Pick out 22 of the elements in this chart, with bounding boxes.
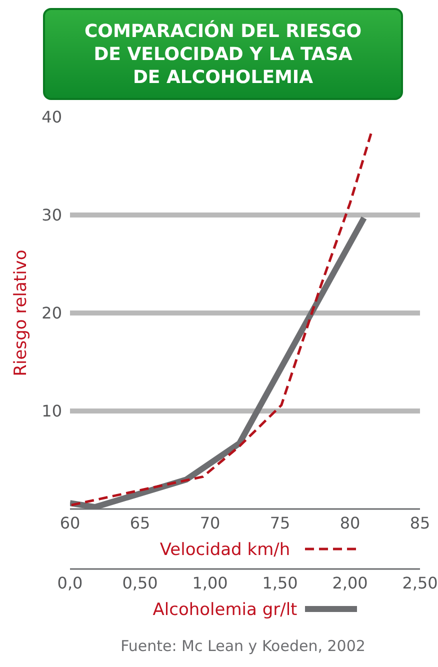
- line-series: [70, 132, 372, 506]
- x2-tick-label: 2,00: [332, 573, 368, 592]
- x2-tick-label: 0,50: [122, 573, 158, 592]
- x2-tick-label: 2,50: [402, 573, 438, 592]
- y-tick-label: 30: [42, 206, 62, 225]
- x-tick-label: 85: [410, 513, 430, 532]
- x-tick-label: 80: [340, 513, 360, 532]
- x2-tick-label: 0,0: [57, 573, 83, 592]
- y-tick-label: 20: [42, 304, 62, 323]
- chart-title: COMPARACIÓN DEL RIESGO DE VELOCIDAD Y LA TASA DE ALCOHOLEMIA: [43, 8, 403, 100]
- x-tick-label: 75: [270, 513, 290, 532]
- source-note: Fuente: Mc Lean y Koeden, 2002: [120, 637, 366, 655]
- x2-axis-title: Alcoholemia gr/lt: [152, 600, 298, 620]
- y-tick-label: 10: [42, 402, 62, 421]
- x-tick-label: 70: [200, 513, 220, 532]
- x-tick-label: 65: [130, 513, 150, 532]
- x2-tick-label: 1,50: [262, 573, 298, 592]
- x-tick-label: 60: [60, 513, 80, 532]
- x2-tick-label: 1,00: [192, 573, 228, 592]
- y-tick-label: 40: [42, 108, 62, 127]
- y-axis-title: Riesgo relativo: [11, 250, 32, 376]
- x-axis-title: Velocidad km/h: [160, 540, 290, 560]
